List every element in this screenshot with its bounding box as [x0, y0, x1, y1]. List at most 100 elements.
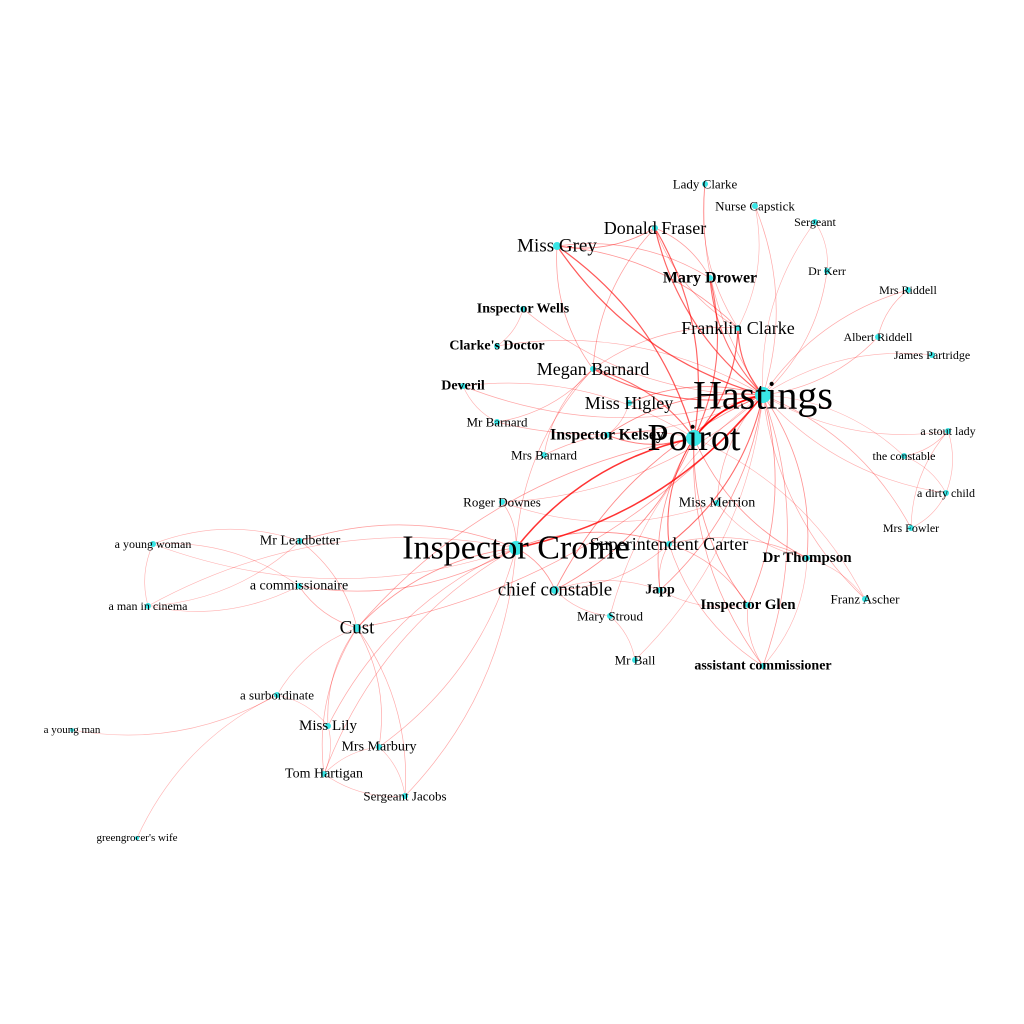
edge-a-surbordinate-a-young-man — [71, 694, 278, 736]
node-dr-thompson[interactable] — [804, 555, 810, 561]
node-a-dirty-child[interactable] — [943, 490, 949, 496]
edge-hastings-miss-higley — [628, 386, 764, 404]
node-hastings[interactable] — [755, 387, 771, 403]
node-the-constable[interactable] — [901, 453, 907, 459]
edge-hastings-donald-fraser — [654, 227, 764, 396]
node-mrs-barnard[interactable] — [541, 452, 547, 458]
node-greengrocers-wife[interactable] — [135, 836, 139, 840]
edge-hastings-assistant-commissioner — [762, 394, 788, 667]
node-albert-riddell[interactable] — [875, 334, 881, 340]
node-chief-constable[interactable] — [551, 586, 559, 594]
node-mr-barnard[interactable] — [494, 419, 500, 425]
node-megan-barnard[interactable] — [590, 366, 596, 372]
edge-hastings-lady-clarke — [703, 183, 764, 396]
node-a-man-in-cinema[interactable] — [145, 603, 151, 609]
node-nurse-capstick[interactable] — [752, 203, 758, 209]
node-inspector-wells[interactable] — [520, 306, 526, 312]
edge-deveril-mr-barnard — [462, 385, 498, 423]
node-franklin-clarke[interactable] — [735, 325, 741, 331]
node-superintendent-carter[interactable] — [666, 541, 672, 547]
node-mrs-fowler[interactable] — [908, 525, 914, 531]
edge-megan-barnard-mr-barnard — [496, 368, 594, 423]
node-inspector-kelsey[interactable] — [604, 432, 610, 438]
edge-cust-sergeant-jacobs — [356, 627, 406, 797]
label-chief-constable: chief constable — [498, 580, 612, 601]
node-miss-higley[interactable] — [626, 400, 632, 406]
edge-inspector-kelsey-miss-higley — [606, 402, 630, 436]
node-mr-ball[interactable] — [632, 657, 638, 663]
node-roger-downes[interactable] — [499, 499, 505, 505]
node-inspector-glen[interactable] — [745, 602, 751, 608]
edge-miss-lily-tom-hartigan — [323, 725, 331, 775]
node-assistant-commissioner[interactable] — [760, 663, 766, 669]
node-miss-merrion[interactable] — [714, 500, 720, 506]
node-deveril[interactable] — [460, 383, 466, 389]
edge-superintendent-carter-inspector-glen — [668, 543, 749, 606]
node-a-young-woman[interactable] — [150, 541, 156, 547]
edge-mrs-riddell-albert-riddell — [877, 289, 909, 338]
edge-hastings-a-dirty-child — [762, 394, 947, 494]
edge-poirot-chief-constable — [554, 437, 695, 591]
node-james-partridge[interactable] — [929, 352, 935, 358]
node-dr-kerr[interactable] — [824, 268, 830, 274]
label-franz-ascher: Franz Ascher — [831, 592, 901, 607]
node-cust[interactable] — [353, 624, 361, 632]
edge-cust-a-surbordinate — [276, 627, 358, 696]
label-albert-riddell: Albert Riddell — [844, 330, 914, 344]
node-miss-grey[interactable] — [553, 242, 561, 250]
edge-superintendent-carter-japp — [658, 543, 670, 591]
edge-inspector-crome-a-young-woman — [152, 543, 517, 579]
node-franz-ascher[interactable] — [862, 596, 868, 602]
label-a-man-in-cinema: a man in cinema — [109, 599, 189, 613]
edge-inspector-crome-a-commissionaire — [298, 547, 517, 592]
node-mary-stroud[interactable] — [607, 613, 613, 619]
edge-inspector-crome-superintendent-carter — [515, 531, 670, 549]
edge-hastings-dr-kerr — [762, 270, 828, 396]
edge-cust-miss-lily — [327, 627, 358, 727]
node-mrs-riddell[interactable] — [905, 287, 911, 293]
label-mr-barnard: Mr Barnard — [466, 415, 528, 430]
edge-hastings-mrs-riddell — [762, 289, 909, 396]
edge-cust-a-commissionaire — [298, 585, 358, 629]
label-miss-merrion: Miss Merrion — [679, 496, 756, 511]
label-mr-leadbetter: Mr Leadbetter — [260, 534, 341, 549]
edge-cust-mrs-marbury — [356, 627, 382, 748]
node-miss-lily[interactable] — [325, 723, 331, 729]
node-tom-hartigan[interactable] — [321, 771, 327, 777]
node-inspector-crome[interactable] — [509, 541, 523, 555]
edge-franklin-clarke-lady-clarke — [702, 183, 739, 329]
edge-mary-stroud-mr-ball — [609, 615, 636, 661]
label-james-partridge: James Partridge — [894, 348, 970, 362]
node-a-surbordinate[interactable] — [274, 692, 280, 698]
node-poirot[interactable] — [686, 430, 702, 446]
label-tom-hartigan: Tom Hartigan — [285, 767, 363, 782]
edge-poirot-franklin-clarke — [693, 327, 739, 439]
node-sergeant[interactable] — [812, 219, 818, 225]
node-donald-fraser[interactable] — [652, 225, 658, 231]
edge-hastings-sergeant — [762, 221, 816, 396]
edge-poirot-inspector-crome — [515, 437, 695, 549]
node-mr-leadbetter[interactable] — [297, 538, 303, 544]
node-a-young-man[interactable] — [70, 728, 74, 732]
label-dr-thompson: Dr Thompson — [762, 550, 852, 566]
edge-a-stout-lady-a-dirty-child — [945, 430, 953, 494]
edge-mrs-fowler-a-stout-lady — [910, 430, 949, 529]
edge-hastings-albert-riddell — [762, 336, 879, 396]
node-sergeant-jacobs[interactable] — [402, 793, 408, 799]
edge-hastings-franz-ascher — [762, 394, 866, 600]
edge-dr-thompson-franz-ascher — [806, 557, 866, 600]
node-clarkes-doctor[interactable] — [494, 343, 500, 349]
node-lady-clarke[interactable] — [702, 181, 708, 187]
node-japp[interactable] — [657, 587, 663, 593]
edge-miss-grey-donald-fraser — [556, 227, 656, 249]
node-a-commissionaire[interactable] — [296, 583, 302, 589]
edges-layer — [71, 183, 953, 839]
label-inspector-kelsey: Inspector Kelsey — [550, 427, 664, 444]
node-mary-drower[interactable] — [707, 275, 713, 281]
edge-inspector-crome-megan-barnard — [515, 368, 594, 549]
edge-mr-leadbetter-a-young-woman — [152, 528, 301, 545]
label-a-commissionaire: a commissionaire — [250, 579, 348, 594]
node-mrs-marbury[interactable] — [376, 744, 382, 750]
node-a-stout-lady[interactable] — [945, 428, 951, 434]
edge-hastings-inspector-kelsey — [606, 393, 764, 436]
